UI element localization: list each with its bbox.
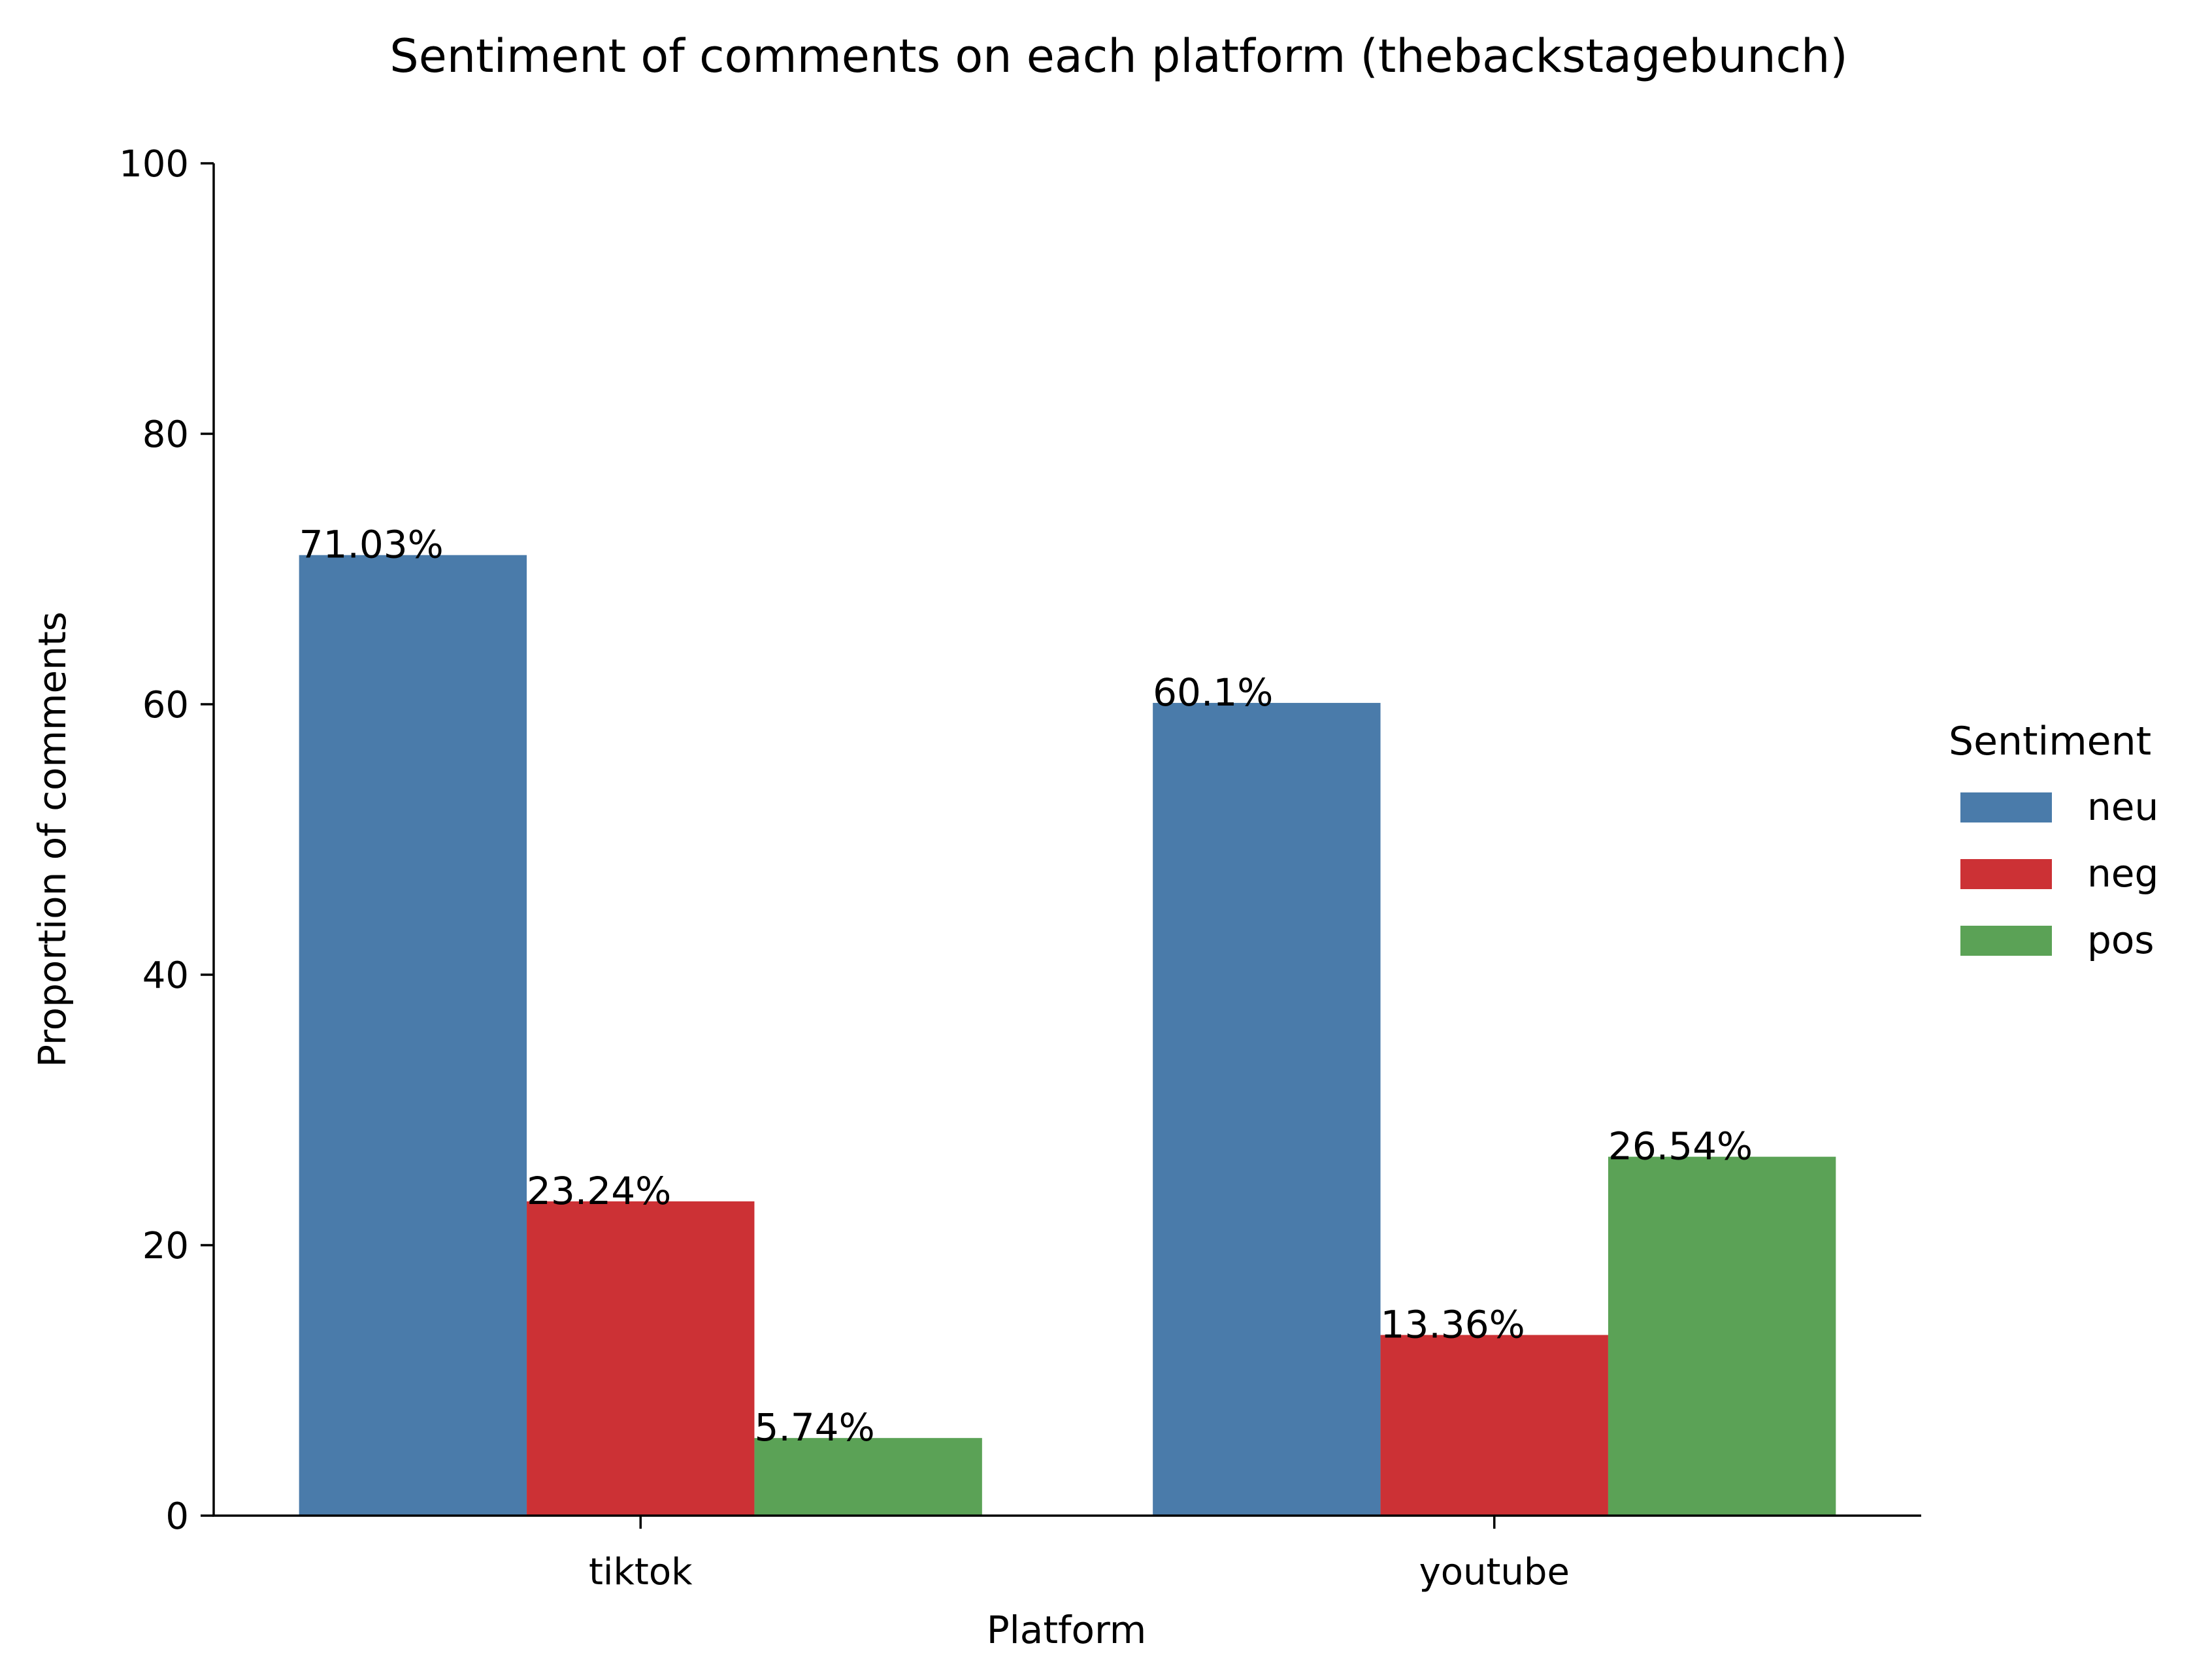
bar-pos-youtube [1608,1156,1836,1516]
bar-neg-tiktok [527,1201,755,1516]
data-label-neg-tiktok: 23.24% [527,1169,671,1213]
y-tick-label: 40 [142,954,189,997]
legend-swatch-neu [1960,792,2052,822]
y-tick-label: 80 [142,414,189,456]
legend-label-pos: pos [2087,918,2154,962]
legend-label-neu: neu [2087,785,2158,829]
bar-neg-youtube [1380,1335,1608,1516]
chart-title: Sentiment of comments on each platform (… [389,29,1847,83]
bars-group [299,555,1836,1516]
x-tick-label: tiktok [589,1551,693,1593]
x-tick-label: youtube [1419,1551,1570,1593]
legend-swatch-pos [1960,926,2052,956]
y-tick-label: 60 [142,684,189,726]
y-tick-label: 0 [165,1495,189,1538]
x-axis-title: Platform [987,1608,1147,1652]
data-labels-group: 71.03% 60.1% 23.24% 13.36% 5.74% 26.54% [299,523,1753,1450]
data-label-pos-tiktok: 5.74% [754,1405,874,1450]
legend-swatch-neg [1960,859,2052,889]
y-tick-label: 20 [142,1225,189,1267]
legend-title: Sentiment [1949,719,2151,764]
bar-neu-youtube [1153,702,1381,1516]
legend-label-neg: neg [2087,851,2158,896]
data-label-neu-tiktok: 71.03% [299,523,444,567]
y-tick-label: 100 [119,143,189,186]
bar-pos-tiktok [754,1438,982,1516]
bar-neu-tiktok [299,555,527,1516]
data-label-neu-youtube: 60.1% [1153,670,1273,715]
y-axis-title: Proportion of comments [30,611,74,1067]
data-label-pos-youtube: 26.54% [1608,1124,1753,1169]
legend: Sentiment neu neg pos [1949,719,2158,962]
y-axis: 0 20 40 60 80 100 [119,143,215,1538]
data-label-neg-youtube: 13.36% [1381,1302,1525,1346]
x-axis: tiktok youtube [212,1514,1921,1593]
